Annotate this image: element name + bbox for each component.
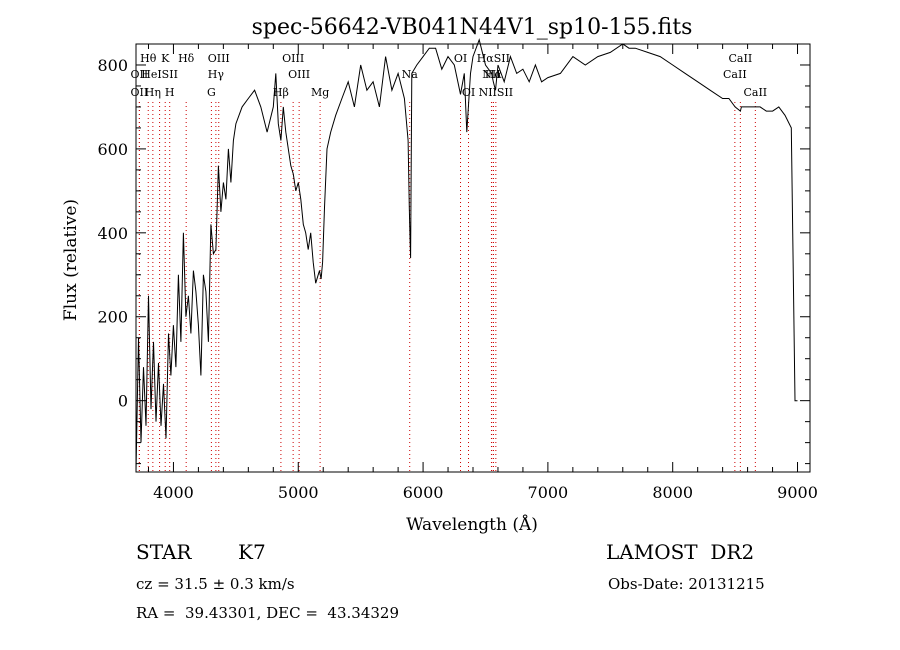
spectral-line-label: OI — [462, 86, 475, 99]
axis-ticks: 4000 5000 6000 7000 8000 9000 0 200 400 600 800 — [97, 43, 818, 502]
y-tick-label: 200 — [97, 308, 128, 327]
spectral-line-label: Na — [402, 68, 419, 81]
y-tick-label: 600 — [97, 140, 128, 159]
spectral-line-label: Hβ — [273, 86, 289, 99]
x-tick-label: 6000 — [403, 483, 444, 502]
spectral-line-label: Hθ — [140, 52, 157, 65]
survey-name: LAMOST DR2 — [606, 540, 755, 564]
spectral-line-label: CaII — [743, 86, 767, 99]
spectral-line-label: CaII — [729, 52, 753, 65]
spectral-line-label: Hη — [145, 86, 161, 99]
spectral-line-label: HαSII — [477, 52, 510, 65]
coordinates: RA = 39.43301, DEC = 43.34329 — [136, 604, 400, 622]
spectrum-series-line — [135, 38, 798, 473]
spectrum-line — [135, 38, 798, 473]
x-tick-label: 8000 — [652, 483, 693, 502]
y-axis-label: Flux (relative) — [61, 199, 81, 321]
y-tick-label: 400 — [97, 224, 128, 243]
spectral-line-label: Mg — [311, 86, 329, 99]
spectral-line-label: OIII — [208, 52, 230, 65]
spectral-line-label: OI — [454, 52, 467, 65]
spectral-line-label: H — [165, 86, 175, 99]
obs-date: Obs-Date: 20131215 — [608, 575, 765, 593]
x-tick-label: 4000 — [153, 483, 194, 502]
spectral-line-label: OIII — [288, 68, 310, 81]
x-tick-label: 7000 — [528, 483, 569, 502]
redshift-cz: cz = 31.5 ± 0.3 km/s — [136, 575, 295, 593]
spectral-line-label: Hδ — [178, 52, 195, 65]
x-tick-label: 5000 — [278, 483, 319, 502]
y-tick-label: 800 — [97, 56, 128, 75]
spectral-line-label: Hα — [485, 68, 503, 81]
chart-title: spec-56642-VB041N44V1_sp10-155.fits — [252, 15, 693, 40]
plot-frame — [135, 43, 811, 473]
y-tick-label: 0 — [118, 392, 128, 411]
spectral-line-label: OII — [131, 68, 149, 81]
x-axis-label: Wavelength (Å) — [406, 514, 538, 535]
spectral-line-label: CaII — [723, 68, 747, 81]
object-subclass: K7 — [238, 540, 266, 564]
object-type: STAR — [136, 540, 192, 564]
spectral-line-label: G — [207, 86, 216, 99]
spectral-line-label: HeISII — [141, 68, 178, 81]
spectral-line-label: NIISII — [479, 86, 514, 99]
spectral-line-label: K — [161, 52, 170, 65]
spectral-line-label: OIII — [282, 52, 304, 65]
spectral-line-label: Hγ — [208, 68, 225, 81]
x-tick-label: 9000 — [777, 483, 818, 502]
spectral-line-label: OII — [131, 86, 149, 99]
